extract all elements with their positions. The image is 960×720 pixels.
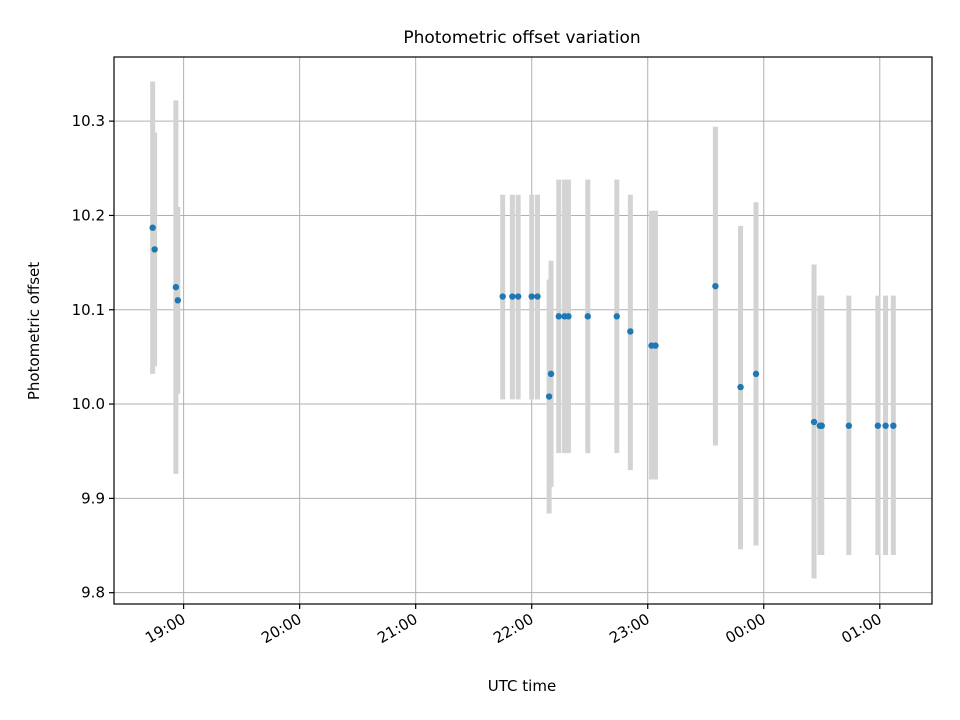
data-point — [174, 297, 182, 304]
y-axis: 9.8 9.9 10.0 10.1 10.2 10.3 — [72, 112, 114, 602]
data-point — [528, 293, 535, 300]
y-tick-label: 10.2 — [72, 206, 105, 224]
data-point — [499, 293, 506, 300]
y-tick-label: 10.3 — [72, 112, 105, 130]
y-axis-label: Photometric offset — [25, 262, 43, 400]
data-point — [555, 313, 562, 320]
y-tick-label: 9.9 — [81, 489, 105, 507]
data-point — [547, 370, 555, 378]
data-point — [737, 383, 744, 391]
data-point — [172, 283, 180, 291]
data-point — [509, 293, 516, 300]
y-tick-label: 10.0 — [72, 395, 105, 413]
data-point — [752, 370, 760, 378]
data-point — [565, 313, 572, 320]
data-point — [149, 224, 156, 231]
plot-area-frame — [113, 56, 933, 605]
y-tick-label: 9.8 — [81, 584, 105, 602]
data-point — [712, 282, 719, 290]
data-point — [514, 293, 522, 300]
data-point — [874, 422, 882, 429]
data-point — [534, 293, 541, 300]
data-point — [890, 422, 897, 429]
grid — [114, 57, 932, 604]
data-point — [810, 418, 818, 426]
data-point — [545, 393, 553, 400]
data-point — [613, 313, 620, 320]
data-point — [882, 422, 889, 429]
data-point — [627, 328, 634, 335]
data-point — [151, 246, 158, 253]
data-point — [818, 422, 825, 429]
data-point — [652, 342, 659, 349]
data-point — [845, 422, 853, 429]
y-tick-label: 10.1 — [72, 301, 105, 319]
data-points — [149, 224, 897, 429]
chart-title: Photometric offset variation — [403, 28, 640, 48]
data-point — [584, 313, 591, 320]
x-axis-label: UTC time — [488, 677, 556, 695]
